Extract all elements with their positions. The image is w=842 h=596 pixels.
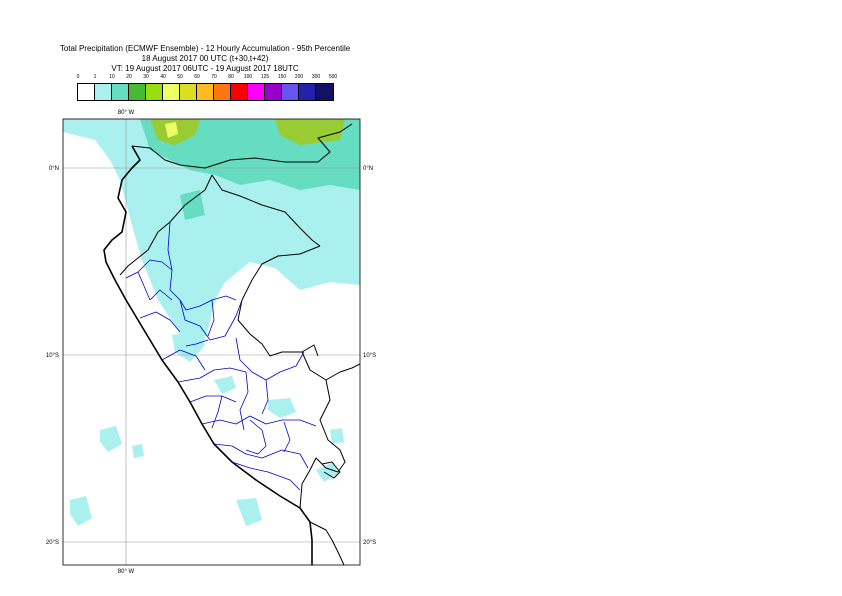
lat-label-left: 10°S (46, 353, 59, 359)
legend-tick-label: 70 (211, 74, 217, 80)
precip-area-light (100, 426, 122, 452)
precip-area-light (132, 444, 144, 458)
lon-label-bottom: 80° W (118, 569, 135, 575)
valid-time-label: VT: 19 August 2017 06UTC - 19 August 201… (111, 64, 299, 73)
precip-area-light (236, 498, 262, 526)
legend-swatch (299, 84, 316, 100)
base-time-label: 18 August 2017 00 UTC (t+30,t+42) (141, 54, 269, 63)
legend-swatch (214, 84, 231, 100)
legend-tick-label: 40 (160, 74, 166, 80)
legend-tick-label: 50 (177, 74, 183, 80)
legend-tick-label: 150 (277, 74, 287, 80)
legend-swatch (112, 84, 129, 100)
legend-color-bar (77, 83, 334, 101)
legend-tick-label: 100 (243, 74, 253, 80)
legend-swatch (265, 84, 282, 100)
legend-tick-label: 0 (76, 74, 80, 80)
legend-tick-label: 500 (328, 74, 338, 80)
precip-area-green (275, 119, 345, 145)
legend-tick-label: 20 (126, 74, 132, 80)
legend-tick-label: 80 (228, 74, 234, 80)
lat-label-right: 0°N (363, 166, 373, 172)
precip-area-light (268, 398, 296, 418)
precip-area-light (172, 332, 205, 362)
legend-tick-label: 10 (109, 74, 115, 80)
legend-tick-label: 1 (93, 74, 97, 80)
lat-label-left: 20°S (46, 540, 59, 546)
precip-area-light (214, 376, 236, 394)
legend-swatch (282, 84, 299, 100)
legend-swatch (248, 84, 265, 100)
legend-swatch (197, 84, 214, 100)
precip-area-yellow (165, 122, 178, 138)
precipitation-legend: 0 1 10 20 30 40 50 60 70 80 100 125 150 200 300 500 (77, 74, 347, 102)
precip-area-medium (180, 190, 205, 220)
precip-area-light (330, 428, 344, 444)
legend-swatch (95, 84, 112, 100)
legend-swatch (316, 84, 333, 100)
lat-label-left: 0°N (49, 166, 59, 172)
legend-tick-label: 30 (143, 74, 149, 80)
graticule (63, 119, 360, 565)
legend-swatch (146, 84, 163, 100)
legend-tick-label: 200 (294, 74, 304, 80)
precip-area-light (70, 496, 92, 526)
map-title: Total Precipitation (ECMWF Ensemble) - 1… (59, 44, 351, 53)
legend-tick-label: 60 (194, 74, 200, 80)
legend-swatch (180, 84, 197, 100)
map-frame (62, 118, 361, 566)
lat-label-right: 20°S (363, 540, 376, 546)
legend-tick-label: 300 (311, 74, 321, 80)
precipitation-fields (63, 119, 360, 526)
country-border (119, 123, 360, 565)
legend-tick-label: 125 (260, 74, 270, 80)
legend-swatch (78, 84, 95, 100)
legend-swatch (129, 84, 146, 100)
region-boundaries (125, 221, 317, 491)
legend-swatch (163, 84, 180, 100)
coastline (103, 145, 313, 565)
lat-label-right: 10°S (363, 353, 376, 359)
lon-label-top: 80° W (118, 110, 135, 116)
legend-swatch (231, 84, 248, 100)
